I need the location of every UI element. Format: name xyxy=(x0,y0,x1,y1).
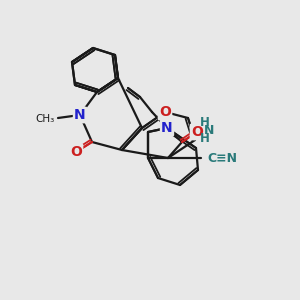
Text: H: H xyxy=(200,116,210,128)
Text: C≡N: C≡N xyxy=(207,152,237,164)
Text: N: N xyxy=(74,108,86,122)
Text: N: N xyxy=(161,121,173,135)
Text: O: O xyxy=(159,105,171,119)
Text: N: N xyxy=(204,124,214,136)
Text: O: O xyxy=(70,145,82,159)
Text: O: O xyxy=(191,125,203,139)
Text: H: H xyxy=(200,131,210,145)
Text: CH₃: CH₃ xyxy=(36,114,55,124)
